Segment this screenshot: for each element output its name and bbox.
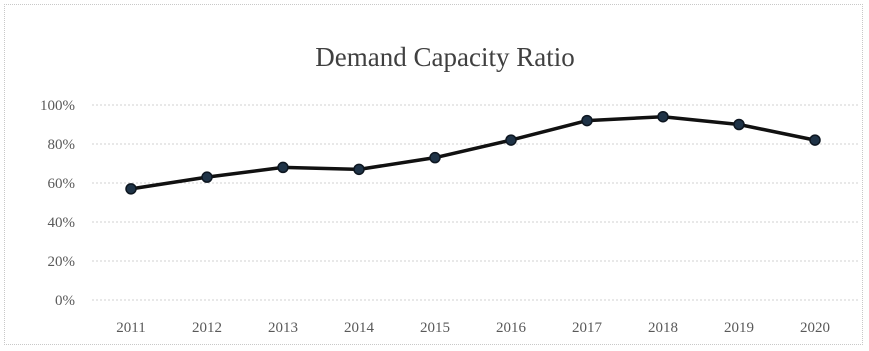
y-tick-label: 80%: [48, 137, 76, 153]
x-tick-label: 2013: [268, 320, 298, 336]
data-point-2020: [809, 134, 821, 146]
data-point-2011: [125, 183, 137, 195]
data-point-2016: [505, 134, 517, 146]
y-tick-label: 100%: [40, 98, 75, 114]
x-tick-label: 2019: [724, 320, 754, 336]
x-tick-label: 2016: [496, 320, 527, 336]
x-tick-label: 2012: [192, 320, 222, 336]
x-axis-ticks: 2011 2012 2013 2014 2015 2016 2017 2018 2019 2020: [116, 320, 830, 336]
y-tick-label: 0%: [55, 293, 75, 309]
y-tick-label: 20%: [48, 254, 76, 270]
x-tick-label: 2017: [572, 320, 603, 336]
chart-title: Demand Capacity Ratio: [315, 42, 574, 72]
data-point-2015: [429, 151, 441, 164]
data-point-2012: [201, 171, 213, 183]
y-tick-label: 40%: [48, 215, 76, 231]
data-point-2018: [657, 110, 669, 123]
data-point-2014: [353, 163, 365, 176]
x-tick-label: 2011: [116, 320, 145, 336]
gridlines: [92, 104, 858, 301]
data-point-2019: [733, 118, 745, 131]
y-tick-label: 60%: [48, 176, 76, 192]
x-tick-label: 2015: [420, 320, 450, 336]
series-line: [129, 114, 817, 191]
chart-frame: [4, 4, 863, 345]
y-axis-ticks: 0% 20% 40% 60% 80% 100%: [40, 98, 75, 309]
data-point-2017: [581, 114, 593, 127]
x-tick-label: 2018: [648, 320, 678, 336]
data-point-2013: [277, 161, 289, 174]
x-tick-label: 2014: [344, 320, 375, 336]
x-tick-label: 2020: [800, 320, 830, 336]
series-layer: [125, 110, 821, 195]
